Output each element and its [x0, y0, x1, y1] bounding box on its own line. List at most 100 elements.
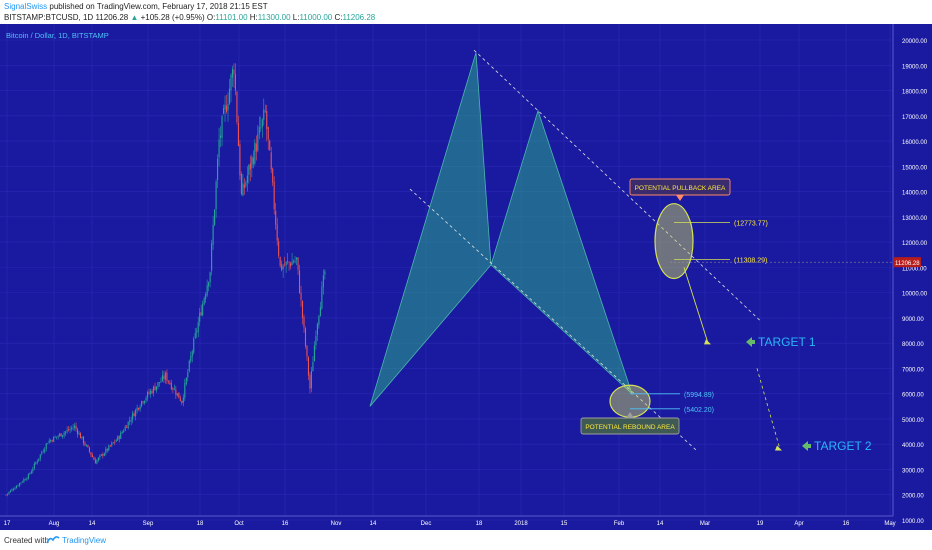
candle-body [181, 400, 183, 404]
price-tick-label: 4000.00 [902, 443, 924, 449]
candle-body [288, 262, 290, 264]
candle-body [269, 140, 271, 151]
price-axis[interactable]: 1000.00 2000.00 3000.00 4000.00 5000.00 6000.… [902, 39, 928, 525]
time-tick-label: 14 [89, 521, 96, 527]
time-tick-label: 17 [4, 521, 11, 527]
ohlc-info: BITSTAMP:BTCUSD, 1D 11206.28 ▲ +105.28 (… [4, 13, 375, 22]
candle-body [303, 317, 305, 328]
candle-body [266, 111, 268, 129]
candle-body [6, 493, 9, 495]
price-tick-label: 12000.00 [902, 241, 928, 247]
time-tick-label: Feb [614, 521, 625, 527]
target-arrow-icon [746, 337, 752, 347]
candle-body [103, 453, 105, 456]
candle-body [175, 389, 177, 395]
symbol-label: BITSTAMP:BTCUSD, 1D [4, 13, 94, 22]
price-tick-label: 6000.00 [902, 393, 924, 399]
candle-body [169, 382, 171, 384]
candle-body [319, 307, 321, 317]
time-axis[interactable]: 17 Aug 14 Sep 18 Oct 16 Nov 14 Dec 18 2018 15 Feb 14 Ma… [4, 521, 896, 527]
time-tick-label: 18 [197, 521, 204, 527]
candle-body [205, 294, 207, 300]
price-tick-label: 8000.00 [902, 342, 924, 348]
tradingview-logo-icon [46, 536, 60, 544]
candle-body [263, 109, 265, 120]
candle-body [236, 92, 238, 123]
candle-body [304, 328, 307, 347]
candle-body [54, 436, 56, 438]
candle-body [240, 173, 242, 194]
candle-body [99, 455, 101, 458]
level-label-11308: (11308.29) [734, 258, 767, 265]
candle-body [9, 490, 12, 493]
candle-body [65, 431, 67, 433]
candle-body [202, 303, 204, 316]
candle-body [237, 123, 239, 147]
candle-body [228, 88, 231, 104]
candle-body [172, 388, 174, 390]
candle-body [93, 457, 95, 460]
candle-body [88, 447, 90, 452]
chart-header: SignalSwiss published on TradingView.com… [0, 0, 932, 24]
close-value: 11206.28 [342, 13, 376, 22]
price-tick-label: 16000.00 [902, 140, 928, 146]
candle-body [196, 331, 198, 333]
candle-body [26, 478, 28, 480]
candle-body [124, 426, 126, 431]
candle-body [307, 357, 310, 376]
candle-body [287, 261, 289, 262]
candle-body [273, 182, 275, 210]
candle-body [56, 436, 58, 438]
close-label: C: [334, 13, 343, 22]
candle-body [278, 241, 280, 256]
price-tick-label: 10000.00 [902, 292, 928, 298]
tradingview-brand[interactable]: TradingView [62, 536, 107, 545]
level-label-12773: (12773.77) [734, 220, 768, 227]
high-value: 11300.00 [257, 13, 291, 22]
candle-body [117, 436, 119, 441]
candle-body [71, 427, 73, 429]
candle-body [212, 224, 214, 245]
candle-body [194, 333, 196, 338]
candle-body [264, 110, 266, 112]
candle-body [130, 419, 132, 422]
candle-body [141, 401, 143, 407]
candle-body [39, 454, 41, 459]
candle-body [248, 165, 250, 175]
candle-body [161, 375, 163, 381]
price-tick-label: 13000.00 [902, 216, 928, 222]
high-label: H: [249, 13, 258, 22]
candle-body [251, 156, 253, 168]
candle-body [313, 345, 315, 362]
candle-body [217, 158, 219, 181]
arrowhead-icon [704, 339, 711, 345]
candle-body [190, 356, 192, 362]
target-2-label: TARGET 2 [814, 439, 872, 453]
price-chart[interactable]: 1000.00 2000.00 3000.00 4000.00 5000.00 6000.… [0, 24, 932, 530]
time-tick-label: Nov [331, 521, 342, 527]
annotations: (12773.77) (11308.29) POTENTIAL PULLBACK A… [409, 49, 921, 453]
candle-body [14, 488, 16, 490]
candle-body [178, 392, 180, 399]
candle-body [258, 126, 260, 134]
candle-body [76, 429, 79, 435]
candle-body [211, 243, 213, 271]
candle-body [160, 381, 162, 383]
candle-body [15, 486, 17, 489]
candle-body [132, 413, 134, 420]
candle-body [90, 452, 92, 456]
candle-body [29, 473, 31, 475]
candle-body [221, 116, 223, 138]
candle-body [246, 175, 248, 183]
price-tick-label: 19000.00 [902, 64, 928, 70]
publish-info: SignalSwiss published on TradingView.com… [4, 2, 268, 11]
candle-body [147, 392, 149, 398]
candle-body [36, 461, 38, 463]
author-link[interactable]: SignalSwiss [4, 2, 48, 11]
candle-body [309, 375, 311, 389]
time-tick-label: 18 [476, 521, 483, 527]
candle-body [135, 409, 137, 417]
time-tick-label: May [884, 521, 895, 527]
pattern-triangle-xab [369, 52, 492, 407]
candle-body [209, 272, 211, 283]
